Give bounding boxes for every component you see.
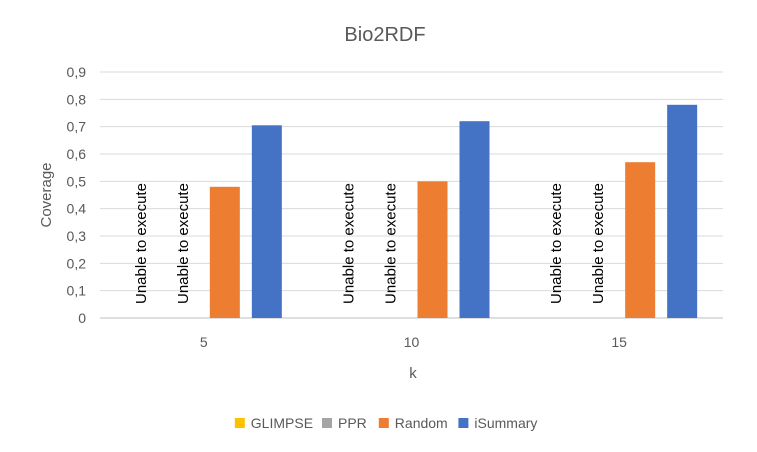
legend-label-isummary: iSummary xyxy=(474,415,537,431)
y-axis-title: Coverage xyxy=(38,162,55,227)
y-tick-label: 0,1 xyxy=(67,283,87,299)
chart-title: Bio2RDF xyxy=(344,24,425,46)
y-tick-label: 0,2 xyxy=(67,255,87,271)
legend-swatch-isummary xyxy=(458,418,469,428)
x-tick-label: 10 xyxy=(404,334,420,350)
bar-random-k10 xyxy=(417,181,448,318)
legend-swatch-glimpse xyxy=(234,418,245,428)
unable-to-execute-label: Unable to execute xyxy=(133,183,150,304)
x-tick-label: 5 xyxy=(200,334,208,350)
y-tick-label: 0,9 xyxy=(67,64,87,80)
y-tick-label: 0,6 xyxy=(67,146,87,162)
unable-to-execute-label: Unable to execute xyxy=(341,183,358,304)
bar-random-k15 xyxy=(625,162,656,318)
x-tick-label: 15 xyxy=(611,334,627,350)
bar-isummary-k5 xyxy=(251,125,282,318)
bar-isummary-k15 xyxy=(667,104,698,318)
unable-to-execute-label: Unable to execute xyxy=(548,183,565,304)
legend-swatch-random xyxy=(378,418,389,428)
y-tick-label: 0,8 xyxy=(67,91,87,107)
y-tick-label: 0,4 xyxy=(67,201,87,217)
gridlines xyxy=(100,71,723,319)
unable-to-execute-label: Unable to execute xyxy=(590,183,607,304)
unable-to-execute-label: Unable to execute xyxy=(383,183,400,304)
bar-random-k5 xyxy=(209,186,240,318)
legend-swatch-ppr xyxy=(322,418,332,428)
x-axis-ticks: 5 10 15 xyxy=(200,334,627,350)
bar-isummary-k10 xyxy=(459,121,490,318)
y-tick-label: 0,5 xyxy=(67,173,87,189)
y-axis-ticks: 0 0,1 0,2 0,3 0,4 0,5 0,6 0,7 0,8 0,9 xyxy=(67,64,87,326)
annotations: Unable to execute Unable to execute Unable… xyxy=(133,183,607,304)
legend-label-ppr: PPR xyxy=(338,415,367,431)
y-tick-label: 0 xyxy=(78,310,86,326)
legend-label-random: Random xyxy=(395,415,448,431)
x-axis-title: k xyxy=(409,365,417,382)
unable-to-execute-label: Unable to execute xyxy=(175,183,192,304)
bars xyxy=(209,104,698,318)
legend: GLIMPSE PPR Random iSummary xyxy=(234,415,537,431)
legend-label-glimpse: GLIMPSE xyxy=(251,415,313,431)
y-tick-label: 0,7 xyxy=(67,119,87,135)
y-tick-label: 0,3 xyxy=(67,228,87,244)
